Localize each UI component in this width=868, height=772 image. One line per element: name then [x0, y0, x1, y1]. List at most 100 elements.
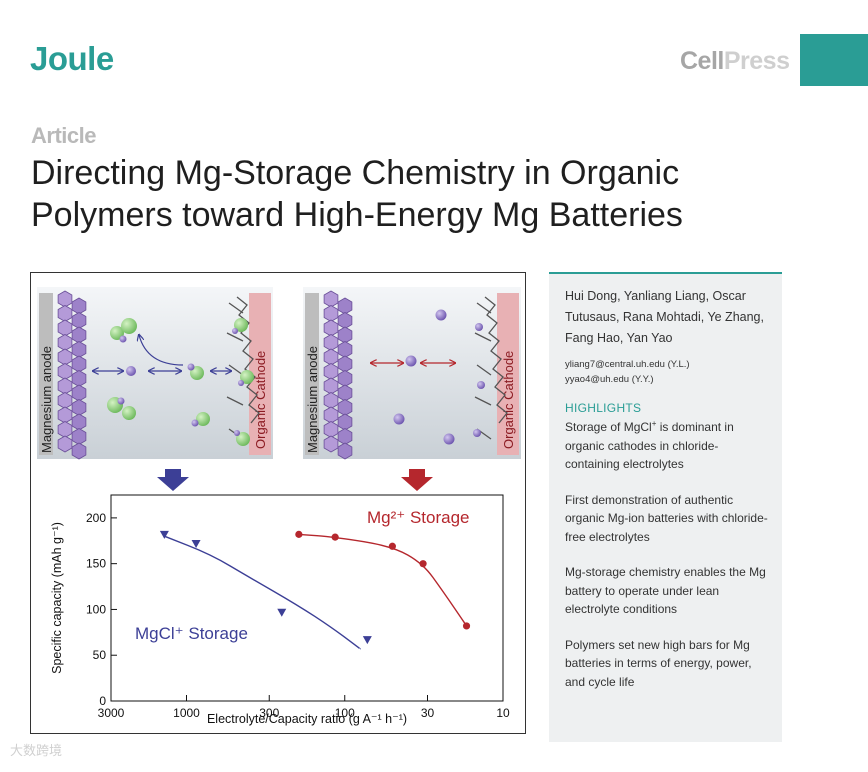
right-schematic-panel: Magnesium anode Organic Cathode [303, 287, 521, 460]
anode-hexagon [57, 305, 73, 322]
anode-hexagon [337, 413, 353, 431]
anode-hexagon [71, 399, 87, 416]
series-1-point [462, 622, 471, 630]
corner-accent-block [800, 34, 868, 86]
anode-hexagon [57, 377, 73, 395]
x-tick-label: 100 [335, 706, 355, 720]
anode-hexagon [71, 428, 87, 445]
series-0-line [164, 535, 361, 650]
anode-hexagon [323, 305, 339, 322]
anode-hexagon [71, 341, 87, 358]
journal-logo: Joule [30, 40, 114, 77]
anode-hexagon [71, 370, 87, 387]
chart-x-label: Electrolyte/Capacity ratio (g A⁻¹ h⁻¹) [207, 712, 407, 726]
right-anode-hexagons [323, 290, 353, 460]
capacity-chart: 0 50 100 150 200 3000 1000 300 100 30 10 Electrol… [50, 494, 510, 726]
x-tick-label: 1000 [173, 706, 200, 720]
x-axis-ticks: 3000 1000 300 100 30 10 [98, 695, 510, 720]
y-axis-ticks: 0 50 100 150 200 [86, 511, 117, 708]
anode-hexagon [71, 442, 87, 460]
anode-hexagon [57, 435, 73, 453]
publisher-logo: CellPress [680, 47, 790, 75]
series-1-point [331, 533, 339, 541]
right-cathode-label: Organic Cathode [501, 351, 516, 449]
anode-hexagon [323, 348, 339, 366]
red-down-arrow [401, 469, 433, 491]
right-mg-ions [393, 309, 485, 445]
author-list: Hui Dong, Yanliang Liang, Oscar Tutusaus… [565, 289, 764, 345]
anode-hexagon [337, 428, 353, 445]
anode-hexagon [71, 297, 87, 315]
left-schematic-panel: Magnesium anode Organic Cathode [37, 287, 273, 460]
email-1[interactable]: yliang7@central.uh.edu (Y.L.) [565, 359, 690, 370]
left-cathode-label: Organic Cathode [253, 351, 268, 449]
article-title-line-2: Polymers toward High-Energy Mg Batteries [31, 196, 683, 234]
anode-hexagon [57, 290, 73, 308]
anode-hexagon [57, 421, 73, 438]
series-1-point [295, 530, 303, 538]
anode-hexagon [337, 355, 353, 373]
left-anode-hexagons [57, 290, 87, 460]
figure-canvas: Magnesium anode Organic Cathode [37, 287, 521, 726]
anode-hexagon [323, 363, 339, 380]
anode-hexagon [323, 377, 339, 395]
anode-hexagon [323, 435, 339, 453]
series-1-point [388, 542, 396, 550]
legend-mgcl-storage: MgCl⁺ Storage [135, 624, 248, 643]
anode-hexagon [71, 413, 87, 431]
anode-hexagon [337, 312, 353, 329]
anode-hexagon [323, 319, 339, 337]
anode-hexagon [71, 355, 87, 373]
anode-hexagon [337, 399, 353, 416]
anode-hexagon [337, 326, 353, 344]
highlight-1: Storage of MgCl+ is dominant in organic … [565, 419, 734, 471]
highlight-2: First demonstration of authentic organic… [565, 492, 768, 544]
left-cl-ions [107, 318, 254, 446]
left-cathode-polymer [226, 296, 260, 440]
anode-hexagon [57, 392, 73, 409]
watermark-text: 大数跨境 [10, 743, 63, 758]
legend-mg2-storage: Mg²⁺ Storage [367, 508, 470, 527]
blue-down-arrow [157, 469, 189, 491]
right-anode-label: Magnesium anode [305, 346, 320, 453]
left-anode-label: Magnesium anode [39, 346, 54, 453]
anode-hexagon [337, 370, 353, 387]
anode-hexagon [71, 384, 87, 402]
anode-hexagon [337, 297, 353, 315]
graphical-abstract-figure: Magnesium anode Organic Cathode [30, 272, 526, 734]
chart-y-label: Specific capacity (mAh g⁻¹) [50, 522, 64, 674]
anode-hexagon [337, 341, 353, 358]
article-type-label: Article [31, 123, 96, 148]
left-migration-arrows [93, 335, 231, 371]
anode-hexagon [57, 363, 73, 380]
chart-plot-frame [110, 494, 504, 702]
sidebar-panel: Hui Dong, Yanliang Liang, Oscar Tutusaus… [549, 272, 782, 742]
series-0-point [159, 530, 169, 539]
series-0-point [277, 608, 287, 617]
y-tick-label: 100 [86, 602, 106, 616]
highlight-3: Mg-storage chemistry enables the Mg batt… [565, 565, 766, 616]
article-title: Directing Mg-Storage Chemistry in Organi… [31, 152, 831, 236]
series-0-point [191, 540, 201, 549]
email-2[interactable]: yyao4@uh.edu (Y.Y.) [565, 374, 654, 385]
anode-hexagon [71, 312, 87, 329]
y-tick-label: 50 [93, 648, 107, 662]
anode-hexagon [71, 326, 87, 344]
anode-hexagon [323, 406, 339, 424]
x-tick-label: 300 [259, 706, 279, 720]
anode-hexagon [57, 319, 73, 337]
anode-hexagon [323, 392, 339, 409]
contact-emails: yliang7@central.uh.edu (Y.L.) yyao4@uh.e… [565, 357, 768, 387]
anode-hexagon [337, 384, 353, 402]
anode-hexagon [323, 334, 339, 351]
series-0-point [362, 636, 372, 645]
y-tick-label: 0 [99, 694, 106, 708]
series-1-line [298, 533, 468, 627]
anode-hexagon [57, 334, 73, 351]
anode-hexagon [337, 442, 353, 460]
anode-hexagon [323, 421, 339, 438]
x-tick-label: 3000 [98, 706, 125, 720]
article-title-line-1: Directing Mg-Storage Chemistry in Organi… [31, 154, 680, 192]
chart-series [159, 530, 471, 650]
x-tick-label: 10 [496, 706, 510, 720]
